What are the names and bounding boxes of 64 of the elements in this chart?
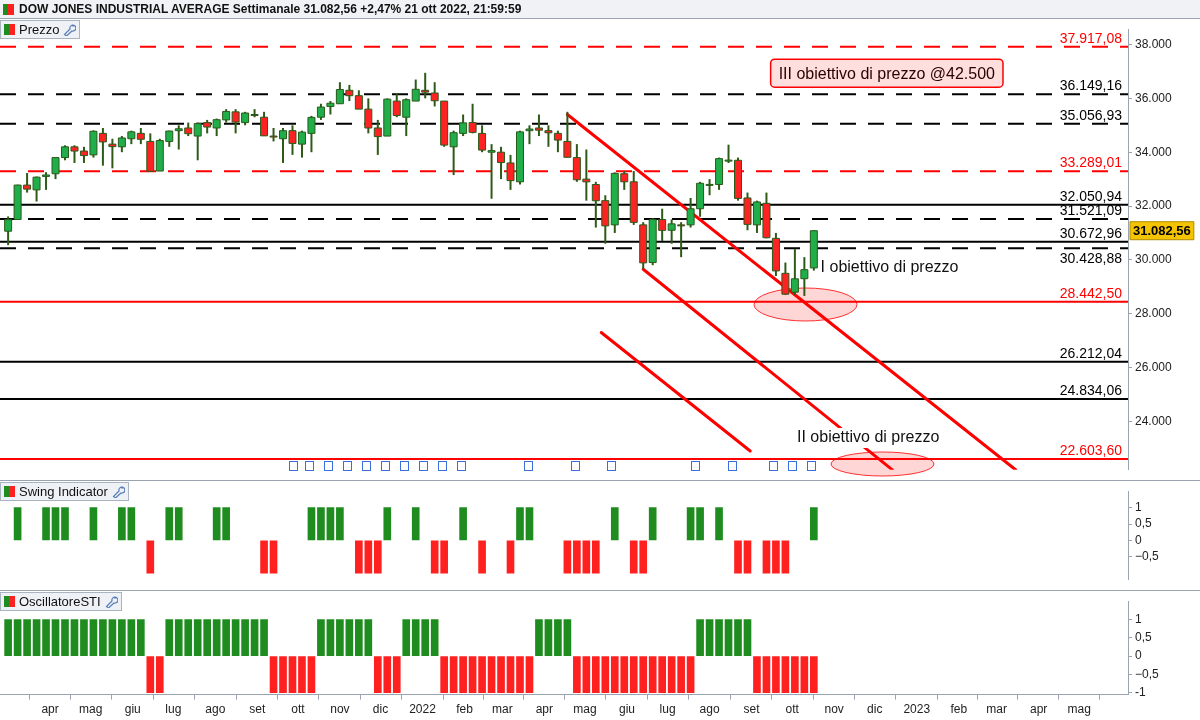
- ref-line-label: 30.428,88: [1059, 250, 1123, 267]
- x-tick-label: giu: [618, 702, 635, 717]
- y-tick-label: 26.000: [1135, 359, 1173, 374]
- x-tick-label: mag: [573, 702, 597, 717]
- x-tick-label: dic: [867, 702, 883, 717]
- ref-line-label: 26.212,04: [1059, 344, 1123, 361]
- ref-line-label: 30.672,96: [1059, 224, 1123, 241]
- x-tick-label: ott: [291, 702, 306, 717]
- x-tick-label: mag: [79, 702, 103, 717]
- y-tick-label: -1: [1135, 685, 1146, 700]
- y-tick-label: 30.000: [1135, 252, 1173, 267]
- x-tick-label: giu: [124, 702, 141, 717]
- y-tick-label: −0,5: [1135, 666, 1160, 681]
- y-tick-label: 36.000: [1135, 90, 1173, 105]
- ref-line-label: 37.917,08: [1059, 29, 1123, 46]
- y-tick-label: 34.000: [1135, 144, 1173, 159]
- annotation: III obiettivo di prezzo @42.500: [778, 64, 996, 82]
- y-tick-label: 28.000: [1135, 306, 1173, 320]
- ref-line-label: 32.050,94: [1059, 187, 1123, 204]
- x-tick-label: set: [249, 702, 266, 717]
- y-tick-label: 1: [1135, 499, 1142, 514]
- x-tick-label: set: [743, 702, 761, 717]
- x-tick-label: dic: [372, 702, 389, 717]
- x-tick-label: 2022: [409, 702, 437, 717]
- x-tick-label: nov: [824, 702, 844, 717]
- x-tick-label: apr: [1029, 702, 1048, 717]
- ref-line-label: 22.603,60: [1059, 441, 1123, 458]
- x-tick-label: ott: [785, 702, 800, 717]
- x-tick-label: nov: [330, 702, 350, 717]
- annotation: II obiettivo di prezzo: [797, 428, 940, 446]
- y-tick-label: −0,5: [1135, 549, 1160, 564]
- x-tick-label: lug: [165, 702, 182, 717]
- chart-title: Swing Indicator: [19, 484, 108, 499]
- x-tick-label: lug: [659, 702, 676, 717]
- chart-title: DOW JONES INDUSTRIAL AVERAGE Settimanale 31.082,56 +2,47% 21 ott 2022, 21:59:59: [19, 1, 522, 18]
- x-tick-label: feb: [456, 702, 474, 717]
- ref-line-label: 24.834,06: [1059, 381, 1123, 398]
- ref-line-label: 31.521,09: [1059, 201, 1123, 218]
- x-tick-label: 2023: [903, 702, 931, 717]
- y-tick-label: 0: [1135, 532, 1142, 547]
- x-tick-label: mag: [1067, 702, 1091, 717]
- ref-line-label: 36.149,16: [1059, 77, 1123, 94]
- ref-line-label: 33.289,01: [1059, 154, 1123, 171]
- y-tick-label: 38.000: [1135, 36, 1173, 51]
- x-tick-label: feb: [950, 702, 968, 717]
- y-tick-label: 32.000: [1135, 198, 1173, 213]
- x-tick-label: apr: [535, 702, 554, 717]
- y-tick-label: 1: [1135, 611, 1142, 626]
- chart-subtitle: Prezzo: [19, 22, 60, 37]
- x-tick-label: mar: [492, 702, 513, 717]
- y-tick-label: 0: [1135, 648, 1142, 663]
- x-tick-label: apr: [41, 702, 59, 717]
- ref-line-label: 28.442,50: [1059, 284, 1123, 301]
- x-tick-label: ago: [205, 702, 226, 717]
- candlestick: [553, 129, 562, 154]
- y-tick-label: 0,5: [1135, 516, 1153, 531]
- x-tick-label: ago: [699, 702, 720, 717]
- ref-line-label: 35.056,93: [1059, 106, 1123, 123]
- y-tick-label: 24.000: [1135, 413, 1173, 428]
- x-tick-label: mar: [986, 702, 1007, 717]
- text: 31.082,56: [1133, 223, 1191, 239]
- y-tick-label: 0,5: [1135, 630, 1153, 645]
- chart-title: OscillatoreSTI: [19, 594, 101, 609]
- annotation: I obiettivo di prezzo: [820, 258, 959, 276]
